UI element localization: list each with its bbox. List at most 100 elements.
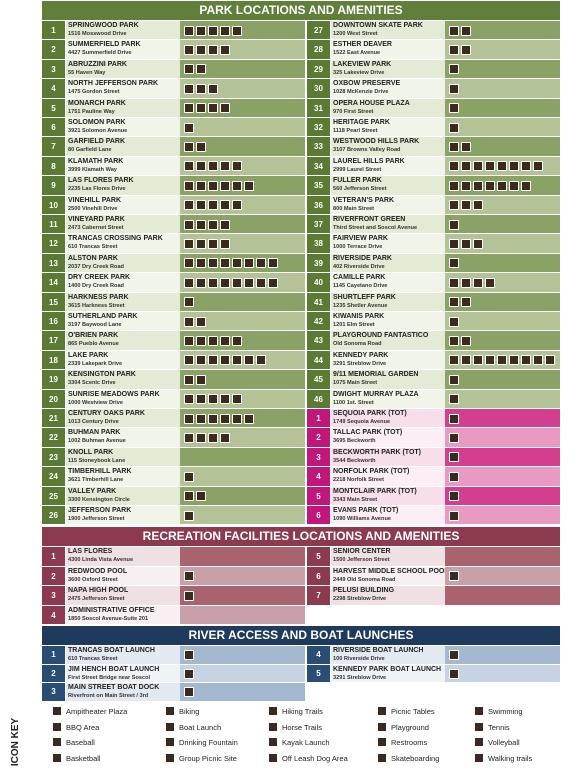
- amenity-cell: [180, 547, 305, 567]
- row-name: MAIN STREET BOAT DOCK: [68, 684, 160, 691]
- amenity-icon: [232, 413, 242, 424]
- row-name: NORFOLK PARK (TOT): [333, 468, 410, 476]
- row-name-cell: VALLEY PARK 3300 Kensington Circle: [66, 486, 180, 506]
- amenity-icon: [220, 180, 230, 191]
- key-label: Volleyball: [488, 738, 520, 747]
- row-address: 1118 Pearl Street: [333, 128, 378, 134]
- amenity-icon: [268, 277, 278, 288]
- amenity-cell: [445, 21, 560, 41]
- amenity-icon: [196, 355, 206, 366]
- row-address: 2339 Lakepark Drive: [68, 360, 123, 367]
- key-icon: [165, 706, 175, 716]
- row-name: KIWANIS PARK: [333, 313, 385, 320]
- row-name: ADMINISTRATIVE OFFICE: [68, 606, 155, 614]
- row-name-cell: KENNEDY PARK BOAT LAUNCH 3291 Streblow Dr…: [331, 664, 445, 683]
- row-number: 4: [42, 79, 66, 99]
- amenity-icon: [244, 258, 254, 269]
- amenity-icon: [220, 258, 230, 269]
- amenity-icon: [497, 161, 507, 172]
- amenity-icon: [184, 25, 194, 36]
- row-address: 3621 Timberhill Lane: [68, 477, 124, 484]
- row-number: 21: [42, 409, 66, 429]
- amenity-icon: [449, 142, 459, 153]
- amenity-cell: [445, 59, 560, 80]
- amenity-icon: [509, 161, 519, 172]
- amenity-icon: [196, 25, 206, 36]
- amenity-icon: [473, 277, 483, 288]
- key-label: Kayak Launch: [282, 738, 330, 747]
- row-name: KENNEDY PARK BOAT LAUNCH: [333, 665, 442, 673]
- row-name-cell: HERITAGE PARK 1118 Pearl Street: [331, 118, 445, 138]
- amenity-icon: [220, 336, 230, 347]
- row-name: PELUSI BUILDING: [333, 587, 395, 594]
- row-name-cell: NORFOLK PARK (TOT) 2218 Norfolk Street: [331, 467, 445, 487]
- amenity-icon: [184, 277, 194, 288]
- key-label: Ampitheater Plaza: [66, 707, 128, 716]
- amenity-cell: [180, 389, 305, 409]
- amenity-icon: [196, 491, 206, 502]
- row-name: O'BRIEN PARK: [68, 332, 119, 340]
- amenity-cell: [445, 350, 560, 371]
- row-name: JEFFERSON PARK: [68, 507, 132, 514]
- amenity-icon: [461, 355, 471, 366]
- amenity-icon: [208, 277, 218, 288]
- row-number: 4: [307, 646, 331, 665]
- amenity-icon: [521, 180, 531, 191]
- amenity-icon: [461, 336, 471, 347]
- row-number: 40: [307, 273, 331, 293]
- amenity-icon: [220, 103, 230, 114]
- row-name: ABRUZZINI PARK: [68, 60, 127, 68]
- amenity-icon: [196, 103, 206, 114]
- row-number: 1: [42, 547, 66, 567]
- row-number: 19: [42, 370, 66, 390]
- row-name: TRANCAS BOAT LAUNCH: [68, 647, 155, 654]
- row-number: 1: [307, 409, 331, 429]
- row-name: SPRINGWOOD PARK: [68, 22, 139, 29]
- row-address: 325 Lakeview Drive: [333, 69, 385, 76]
- row-number: 2: [42, 566, 66, 586]
- row-name-cell: DRY CREEK PARK 1400 Dry Creek Road: [66, 273, 180, 293]
- row-name: JIM HENCH BOAT LAUNCH: [68, 665, 160, 673]
- amenity-icon: [232, 161, 242, 172]
- amenity-icon: [449, 374, 459, 385]
- key-label: Walking trails: [488, 753, 533, 763]
- row-name-cell: SPRINGWOOD PARK 1516 Mosswood Drive: [66, 21, 180, 41]
- amenity-cell: [445, 389, 560, 409]
- row-name-cell: RIVERSIDE BOAT LAUNCH 100 Riverside Drive: [331, 646, 445, 665]
- key-icon: [474, 752, 484, 763]
- row-name-cell: WESTWOOD HILLS PARK 3107 Browns Valley Ro…: [331, 137, 445, 157]
- row-number: 32: [307, 118, 331, 138]
- row-number: 42: [307, 312, 331, 332]
- row-address: 3300 Kensington Circle: [68, 496, 130, 503]
- row-name-cell: ADMINISTRATIVE OFFICE 1850 Soscol Avenue-…: [66, 605, 180, 625]
- row-name-cell: CENTURY OAKS PARK 1013 Century Drive: [66, 409, 180, 429]
- row-address: 1522 East Avenue: [333, 50, 381, 57]
- amenity-icon: [244, 355, 254, 366]
- amenity-cell: [180, 273, 305, 293]
- amenity-icon: [449, 650, 459, 661]
- row-address: 1516 Mosswood Drive: [68, 31, 127, 37]
- amenity-cell: [180, 59, 305, 80]
- row-name-cell: OPERA HOUSE PLAZA 970 First Street: [331, 98, 445, 118]
- row-name-cell: KLAMATH PARK 3999 Klamath Way: [66, 156, 180, 177]
- amenity-cell: [445, 253, 560, 274]
- row-name-cell: JIM HENCH BOAT LAUNCH First Street Bridge…: [66, 664, 180, 683]
- amenity-cell: [180, 350, 305, 371]
- row-address: 560 Jefferson Street: [333, 186, 387, 193]
- row-number: 27: [307, 21, 331, 41]
- amenity-cell: [445, 234, 560, 254]
- amenity-icon: [256, 355, 266, 366]
- row-name: LAS FLORES: [68, 548, 113, 555]
- row-address: 2473 Cabernet Street: [68, 225, 124, 231]
- amenity-cell: [180, 486, 305, 506]
- amenity-icon: [220, 394, 230, 405]
- amenity-icon: [461, 161, 471, 172]
- amenity-icon: [184, 200, 194, 211]
- row-address: 3304 Scenic Drive: [68, 380, 116, 387]
- row-name: SHURTLEFF PARK: [333, 293, 396, 301]
- amenity-icon: [449, 103, 459, 114]
- amenity-cell: [445, 331, 560, 351]
- key-icon: [474, 706, 484, 716]
- row-name-cell: GARFIELD PARK 80 Garfield Lane: [66, 137, 180, 157]
